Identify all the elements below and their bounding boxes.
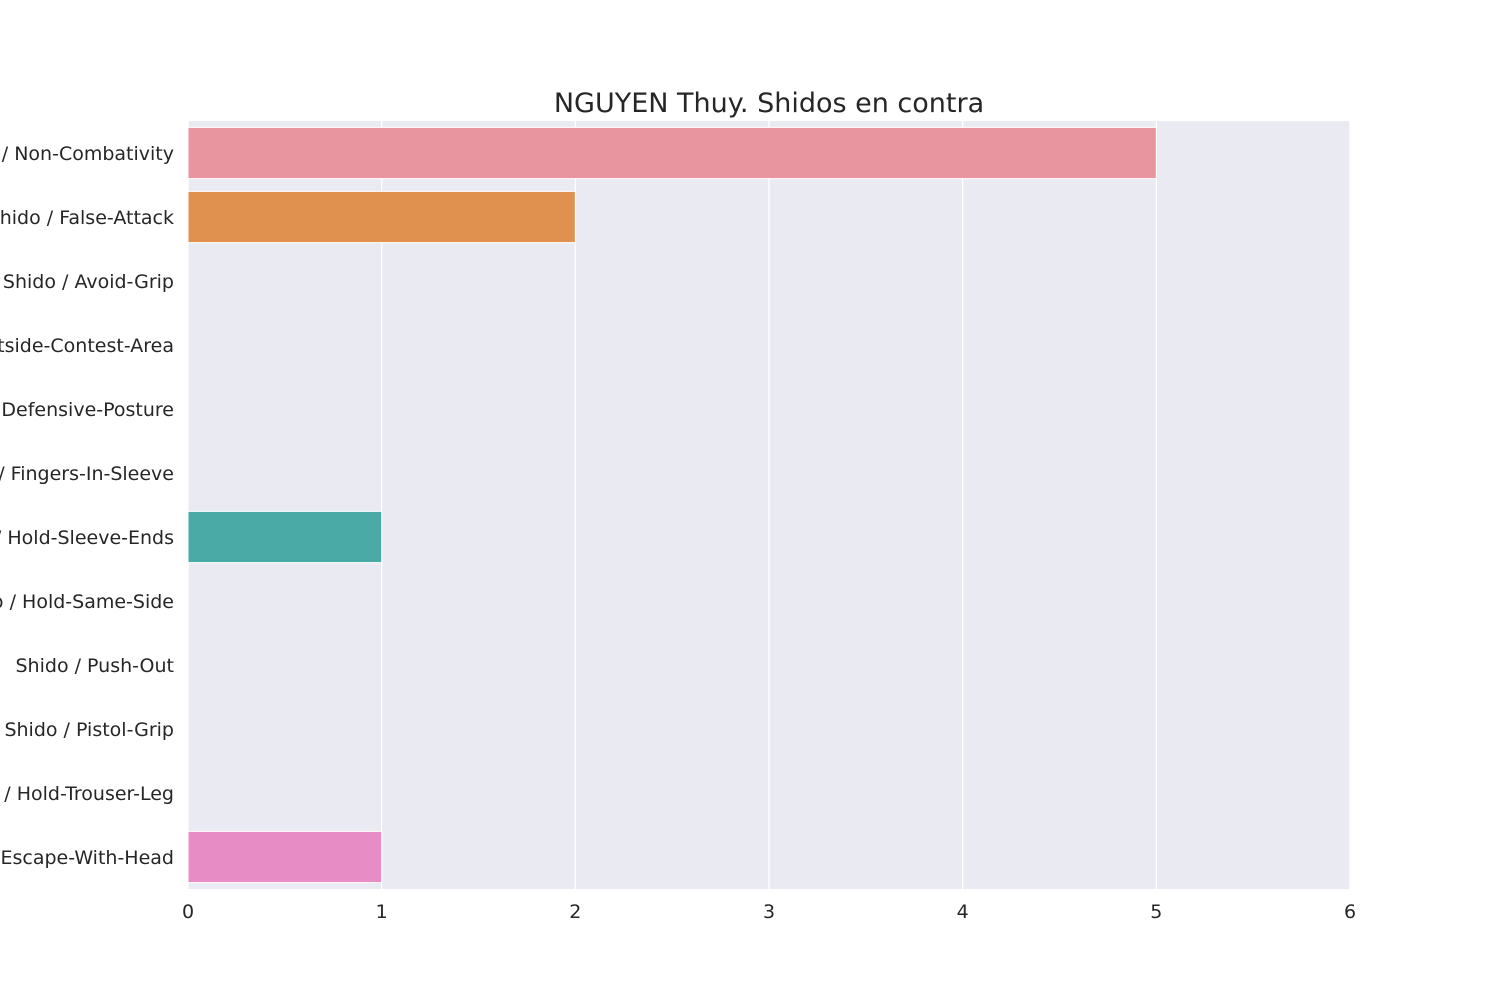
x-tick-labels: 0 1 2 3 4 5 6: [182, 901, 1356, 923]
gridlines: [187, 121, 1351, 889]
x-tick-label: 2: [569, 901, 581, 923]
x-tick-label: 1: [376, 901, 388, 923]
y-tick-label: Shido / Fingers-In-Sleeve: [0, 463, 174, 485]
chart-title: NGUYEN Thuy. Shidos en contra: [554, 88, 984, 119]
bar: [187, 190, 576, 244]
y-tick-label: Shido / Hold-Same-Side: [0, 591, 174, 613]
x-tick-label: 3: [763, 901, 775, 923]
y-tick-label: Shido / Avoid-Grip: [3, 271, 174, 293]
bars: [187, 126, 1157, 884]
y-tick-label: Shido / Hold-Sleeve-Ends: [0, 527, 174, 549]
y-tick-label: Shido / Hold-Trouser-Leg: [0, 783, 174, 805]
x-tick-label: 0: [182, 901, 194, 923]
y-tick-label: Shido / Outside-Contest-Area: [0, 335, 174, 357]
x-tick-label: 5: [1150, 901, 1162, 923]
y-tick-label: Shido / False-Attack: [0, 207, 174, 229]
bar: [187, 830, 383, 884]
y-tick-label: Shido / Defensive-Posture: [0, 399, 174, 421]
x-tick-label: 4: [957, 901, 969, 923]
bar: [187, 126, 1157, 180]
y-tick-label: Shido / Non-Combativity: [0, 143, 174, 165]
y-tick-label: Shido / Push-Out: [16, 655, 175, 677]
bar: [187, 510, 383, 564]
y-tick-label: Shido / Escape-With-Head: [0, 847, 174, 869]
y-tick-label: Shido / Pistol-Grip: [4, 719, 174, 741]
x-tick-label: 6: [1344, 901, 1356, 923]
y-tick-labels: Shido / Non-Combativity Shido / False-Att…: [0, 143, 174, 869]
